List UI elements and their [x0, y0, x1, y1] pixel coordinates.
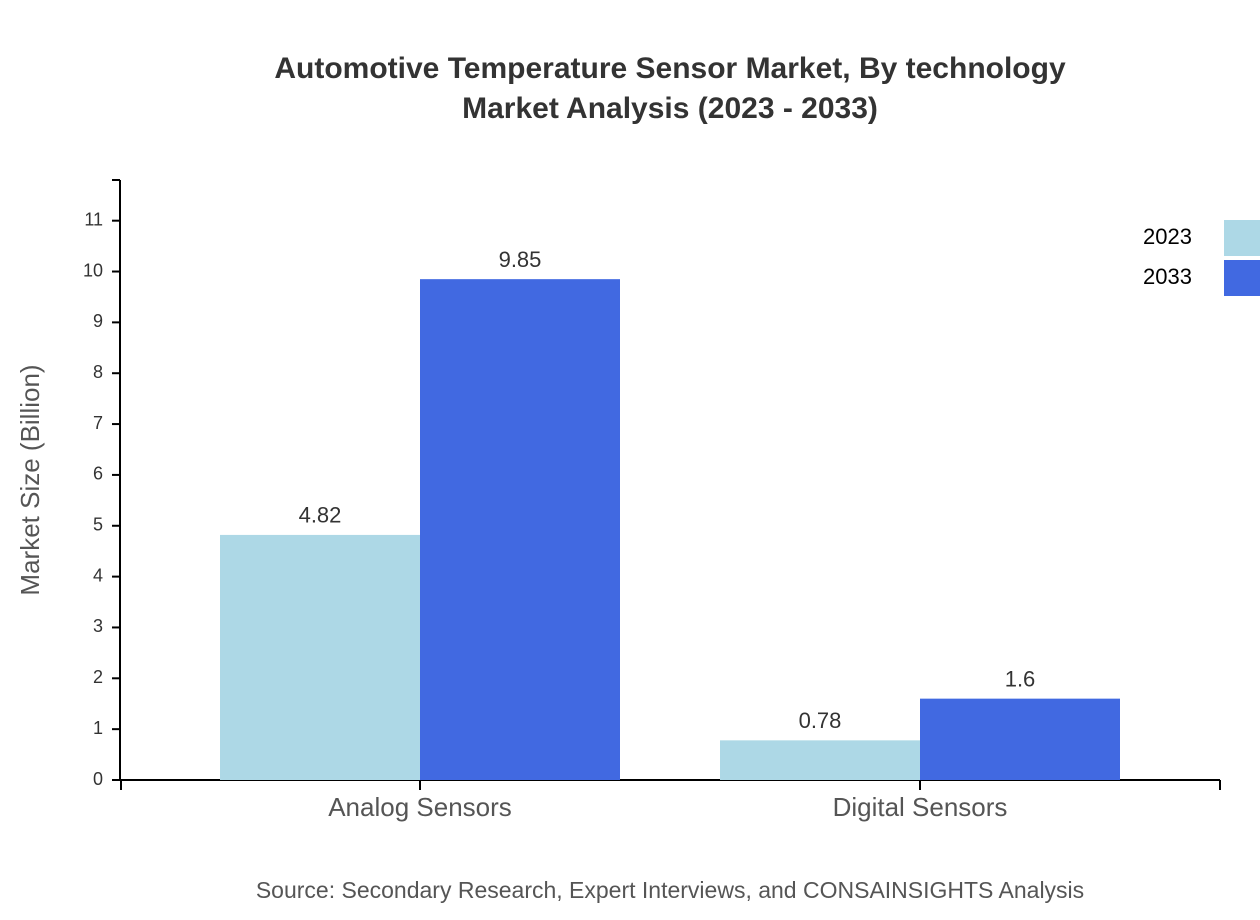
y-axis-label: Market Size (Billion)	[15, 364, 45, 595]
value-label: 0.78	[799, 708, 842, 733]
bar	[920, 698, 1120, 780]
y-tick-label: 1	[93, 718, 103, 738]
y-tick-label: 5	[93, 515, 103, 535]
bar	[420, 279, 620, 780]
y-tick-label: 7	[93, 413, 103, 433]
value-label: 4.82	[299, 503, 342, 528]
y-tick-label: 0	[93, 769, 103, 789]
chart-title: Automotive Temperature Sensor Market, By…	[274, 52, 1066, 85]
chart-subtitle: Market Analysis (2023 - 2033)	[462, 92, 878, 125]
bar	[720, 740, 920, 780]
y-tick-label: 10	[83, 260, 103, 280]
value-label: 1.6	[1005, 666, 1036, 691]
legend-swatch	[1224, 260, 1260, 296]
y-tick-label: 11	[84, 209, 103, 229]
value-label: 9.85	[499, 247, 542, 272]
legend-swatch	[1224, 220, 1260, 256]
legend-label: 2023	[1143, 224, 1192, 249]
y-tick-label: 9	[93, 311, 103, 331]
legend-label: 2033	[1143, 264, 1192, 289]
y-tick-label: 4	[93, 565, 103, 585]
x-tick-label: Analog Sensors	[328, 792, 512, 822]
y-tick-label: 8	[93, 362, 103, 382]
y-tick-label: 6	[93, 464, 103, 484]
bar	[220, 534, 420, 780]
y-tick-label: 3	[93, 616, 103, 636]
y-tick-label: 2	[93, 667, 103, 687]
source-note: Source: Secondary Research, Expert Inter…	[256, 877, 1084, 903]
x-tick-label: Digital Sensors	[833, 792, 1008, 822]
